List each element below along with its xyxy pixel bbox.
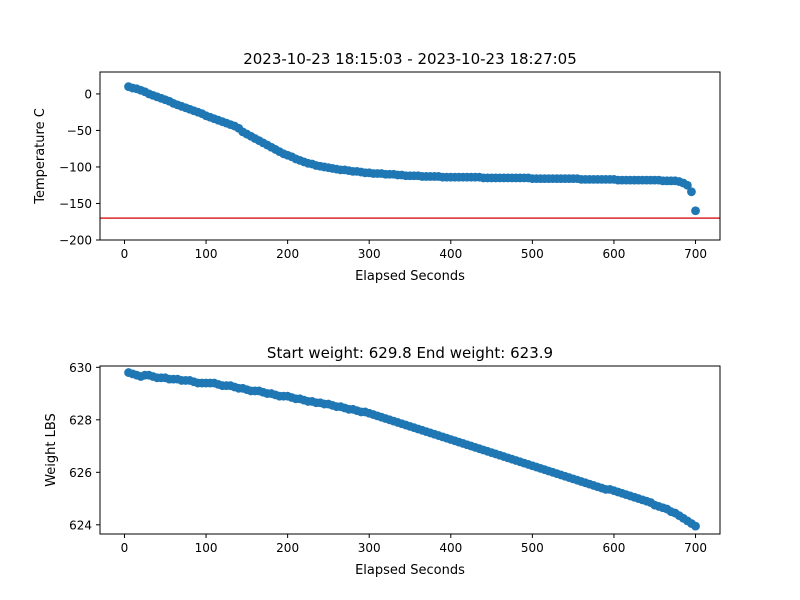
temperature-x-tick-label: 600: [602, 247, 625, 261]
temperature-plot: 2023-10-23 18:15:03 - 2023-10-23 18:27:0…: [33, 50, 721, 284]
temperature-y-tick-label: −50: [67, 124, 92, 138]
temperature-y-tick-label: −200: [59, 234, 92, 248]
weight-data-point: [691, 521, 700, 531]
weight-plot-title: Start weight: 629.8 End weight: 623.9: [267, 344, 553, 362]
temperature-x-tick-label: 500: [521, 247, 544, 261]
temperature-x-tick-label: 0: [121, 247, 129, 261]
temperature-y-tick-label: 0: [84, 87, 92, 101]
weight-plot-frame: [99, 365, 721, 535]
temperature-y-tick-label: −150: [59, 197, 92, 211]
temperature-plot-title: 2023-10-23 18:15:03 - 2023-10-23 18:27:0…: [243, 50, 577, 68]
weight-x-tick-label: 0: [121, 541, 129, 555]
weight-y-tick-label: 628: [69, 413, 92, 427]
temperature-data-point: [682, 180, 692, 190]
weight-x-tick-label: 500: [521, 541, 544, 555]
temperature-x-tick-label: 700: [684, 247, 707, 261]
temperature-plot-xlabel: Elapsed Seconds: [355, 269, 465, 284]
temperature-plot-ylabel: Temperature C: [33, 108, 48, 205]
weight-x-tick-label: 100: [195, 541, 218, 555]
weight-plot-ylabel: Weight LBS: [44, 413, 59, 487]
temperature-data-point: [691, 206, 700, 216]
weight-x-tick-label: 700: [684, 541, 707, 555]
weight-plot-xlabel: Elapsed Seconds: [355, 563, 465, 578]
weight-y-tick-label: 624: [69, 518, 92, 532]
temperature-y-tick-label: −100: [59, 160, 92, 174]
temperature-plot-frame: [99, 71, 721, 241]
temperature-x-tick-label: 400: [439, 247, 462, 261]
weight-plot: Start weight: 629.8 End weight: 623.9 0 1…: [44, 344, 721, 578]
temperature-x-tick-label: 100: [195, 247, 218, 261]
weight-y-tick-label: 626: [69, 466, 92, 480]
temperature-x-tick-label: 300: [358, 247, 381, 261]
temperature-x-tick-label: 200: [276, 247, 299, 261]
temperature-data-point: [687, 187, 696, 197]
weight-x-tick-label: 600: [602, 541, 625, 555]
weight-x-tick-label: 300: [358, 541, 381, 555]
weight-y-tick-label: 630: [69, 361, 92, 375]
weight-x-tick-label: 400: [439, 541, 462, 555]
weight-x-tick-label: 200: [276, 541, 299, 555]
